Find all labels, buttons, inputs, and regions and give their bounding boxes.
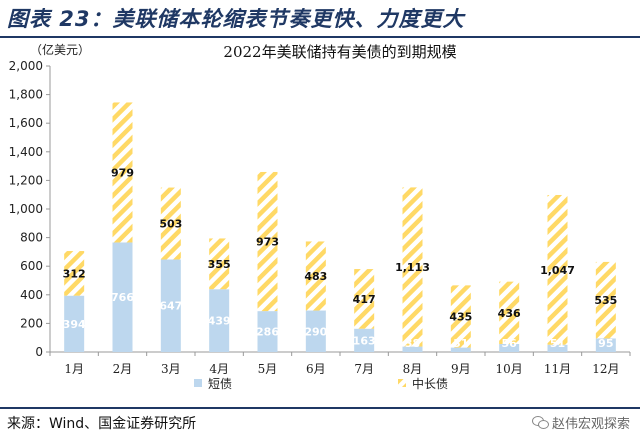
y-tick-label: 0 xyxy=(35,345,43,359)
figure-header: 图表 23：美联储本轮缩表节奏更快、力度更大 xyxy=(0,0,640,38)
y-tick-label: 600 xyxy=(20,259,43,273)
x-tick-label: 3月 xyxy=(161,362,181,376)
bar-long-term xyxy=(112,102,133,243)
data-label-short-term: 439 xyxy=(208,315,231,328)
watermark: 赵伟宏观探索 xyxy=(531,413,630,432)
y-tick-label: 1,600 xyxy=(9,116,43,130)
bar-short-term xyxy=(160,259,181,352)
watermark-text: 赵伟宏观探索 xyxy=(551,417,630,432)
bar-chart: 2022年美联储持有美债的到期规模 （亿美元） 0 200 400 600 800 1,0… xyxy=(9,42,631,391)
data-label-long-term: 979 xyxy=(111,166,134,179)
bar-long-term xyxy=(402,187,423,347)
data-label-short-term: 51 xyxy=(550,337,565,350)
x-tick-label: 5月 xyxy=(258,362,278,376)
bar-short-term xyxy=(499,343,520,352)
y-tick-label: 1,000 xyxy=(9,202,43,216)
y-tick-label: 800 xyxy=(20,231,43,245)
data-label-short-term: 31 xyxy=(453,337,468,350)
bar-short-term xyxy=(450,347,471,352)
bar-short-term xyxy=(257,311,278,352)
x-tick-label: 7月 xyxy=(354,362,374,376)
bar-short-term xyxy=(595,338,616,352)
figure-title: 图表 23：美联储本轮缩表节奏更快、力度更大 xyxy=(7,7,465,31)
bar-long-term xyxy=(595,261,616,339)
bar-long-term xyxy=(547,194,568,345)
bar-long-term xyxy=(450,285,471,348)
x-tick-label: 9月 xyxy=(451,362,471,376)
data-label-long-term: 312 xyxy=(63,267,86,280)
data-label-short-term: 290 xyxy=(304,325,327,338)
legend-swatch-long-term xyxy=(398,379,406,387)
wechat-icon xyxy=(531,416,549,429)
data-label-short-term: 56 xyxy=(502,337,518,350)
data-label-long-term: 1,113 xyxy=(395,261,430,274)
bar-long-term xyxy=(257,171,278,312)
data-label-short-term: 766 xyxy=(111,291,134,304)
legend-label-long-term: 中长债 xyxy=(412,376,448,391)
bar-short-term xyxy=(64,295,85,352)
bar-long-term xyxy=(499,281,520,344)
data-label-short-term: 647 xyxy=(159,300,182,313)
bar-long-term xyxy=(209,238,230,290)
data-label-short-term: 394 xyxy=(63,318,86,331)
x-tick-label: 10月 xyxy=(496,362,523,376)
source-note: 来源：Wind、国金证券研究所 xyxy=(7,416,197,432)
y-tick-label: 400 xyxy=(20,288,43,302)
data-label-long-term: 417 xyxy=(353,293,376,306)
x-tick-label: 8月 xyxy=(403,362,423,376)
x-tick-label: 12月 xyxy=(592,362,619,376)
bar-short-term xyxy=(402,346,423,352)
y-axis-unit-label: （亿美元） xyxy=(30,42,90,57)
chart-title: 2022年美联储持有美债的到期规模 xyxy=(223,43,456,61)
footer-divider xyxy=(0,407,640,409)
data-label-long-term: 535 xyxy=(594,294,617,307)
x-tick-label: 4月 xyxy=(209,362,229,376)
y-tick-label: 1,800 xyxy=(9,88,43,102)
y-tick-label: 200 xyxy=(20,316,43,330)
x-tick-label: 1月 xyxy=(64,362,84,376)
bar-short-term xyxy=(547,344,568,352)
y-tick-label: 2,000 xyxy=(9,59,43,73)
bar-long-term xyxy=(354,269,375,329)
x-tick-label: 2月 xyxy=(113,362,133,376)
bar-long-term xyxy=(160,187,181,260)
x-tick-label: 6月 xyxy=(306,362,326,376)
chart-container: 2022年美联储持有美债的到期规模 （亿美元） 0 200 400 600 800 1,0… xyxy=(0,38,640,400)
bar-short-term xyxy=(305,310,326,352)
data-label-long-term: 1,047 xyxy=(540,264,575,277)
y-tick-label: 1,200 xyxy=(9,173,43,187)
data-label-short-term: 286 xyxy=(256,326,279,339)
bar-short-term xyxy=(209,289,230,352)
legend-label-short-term: 短债 xyxy=(208,377,232,391)
data-label-short-term: 163 xyxy=(353,334,376,347)
y-tick-label: 1,400 xyxy=(9,145,43,159)
bar-long-term xyxy=(305,241,326,311)
x-tick-label: 11月 xyxy=(544,362,571,376)
data-label-long-term: 355 xyxy=(208,258,231,271)
data-label-long-term: 436 xyxy=(498,307,521,320)
legend-swatch-short-term xyxy=(194,379,202,387)
data-label-short-term: 95 xyxy=(598,337,613,350)
data-label-long-term: 483 xyxy=(304,270,327,283)
bar-short-term xyxy=(112,242,133,352)
data-label-long-term: 503 xyxy=(159,218,182,231)
data-label-long-term: 435 xyxy=(449,310,472,323)
data-label-short-term: 38 xyxy=(405,337,420,350)
data-label-long-term: 973 xyxy=(256,236,279,249)
bar-long-term xyxy=(64,251,85,296)
bar-short-term xyxy=(354,328,375,352)
